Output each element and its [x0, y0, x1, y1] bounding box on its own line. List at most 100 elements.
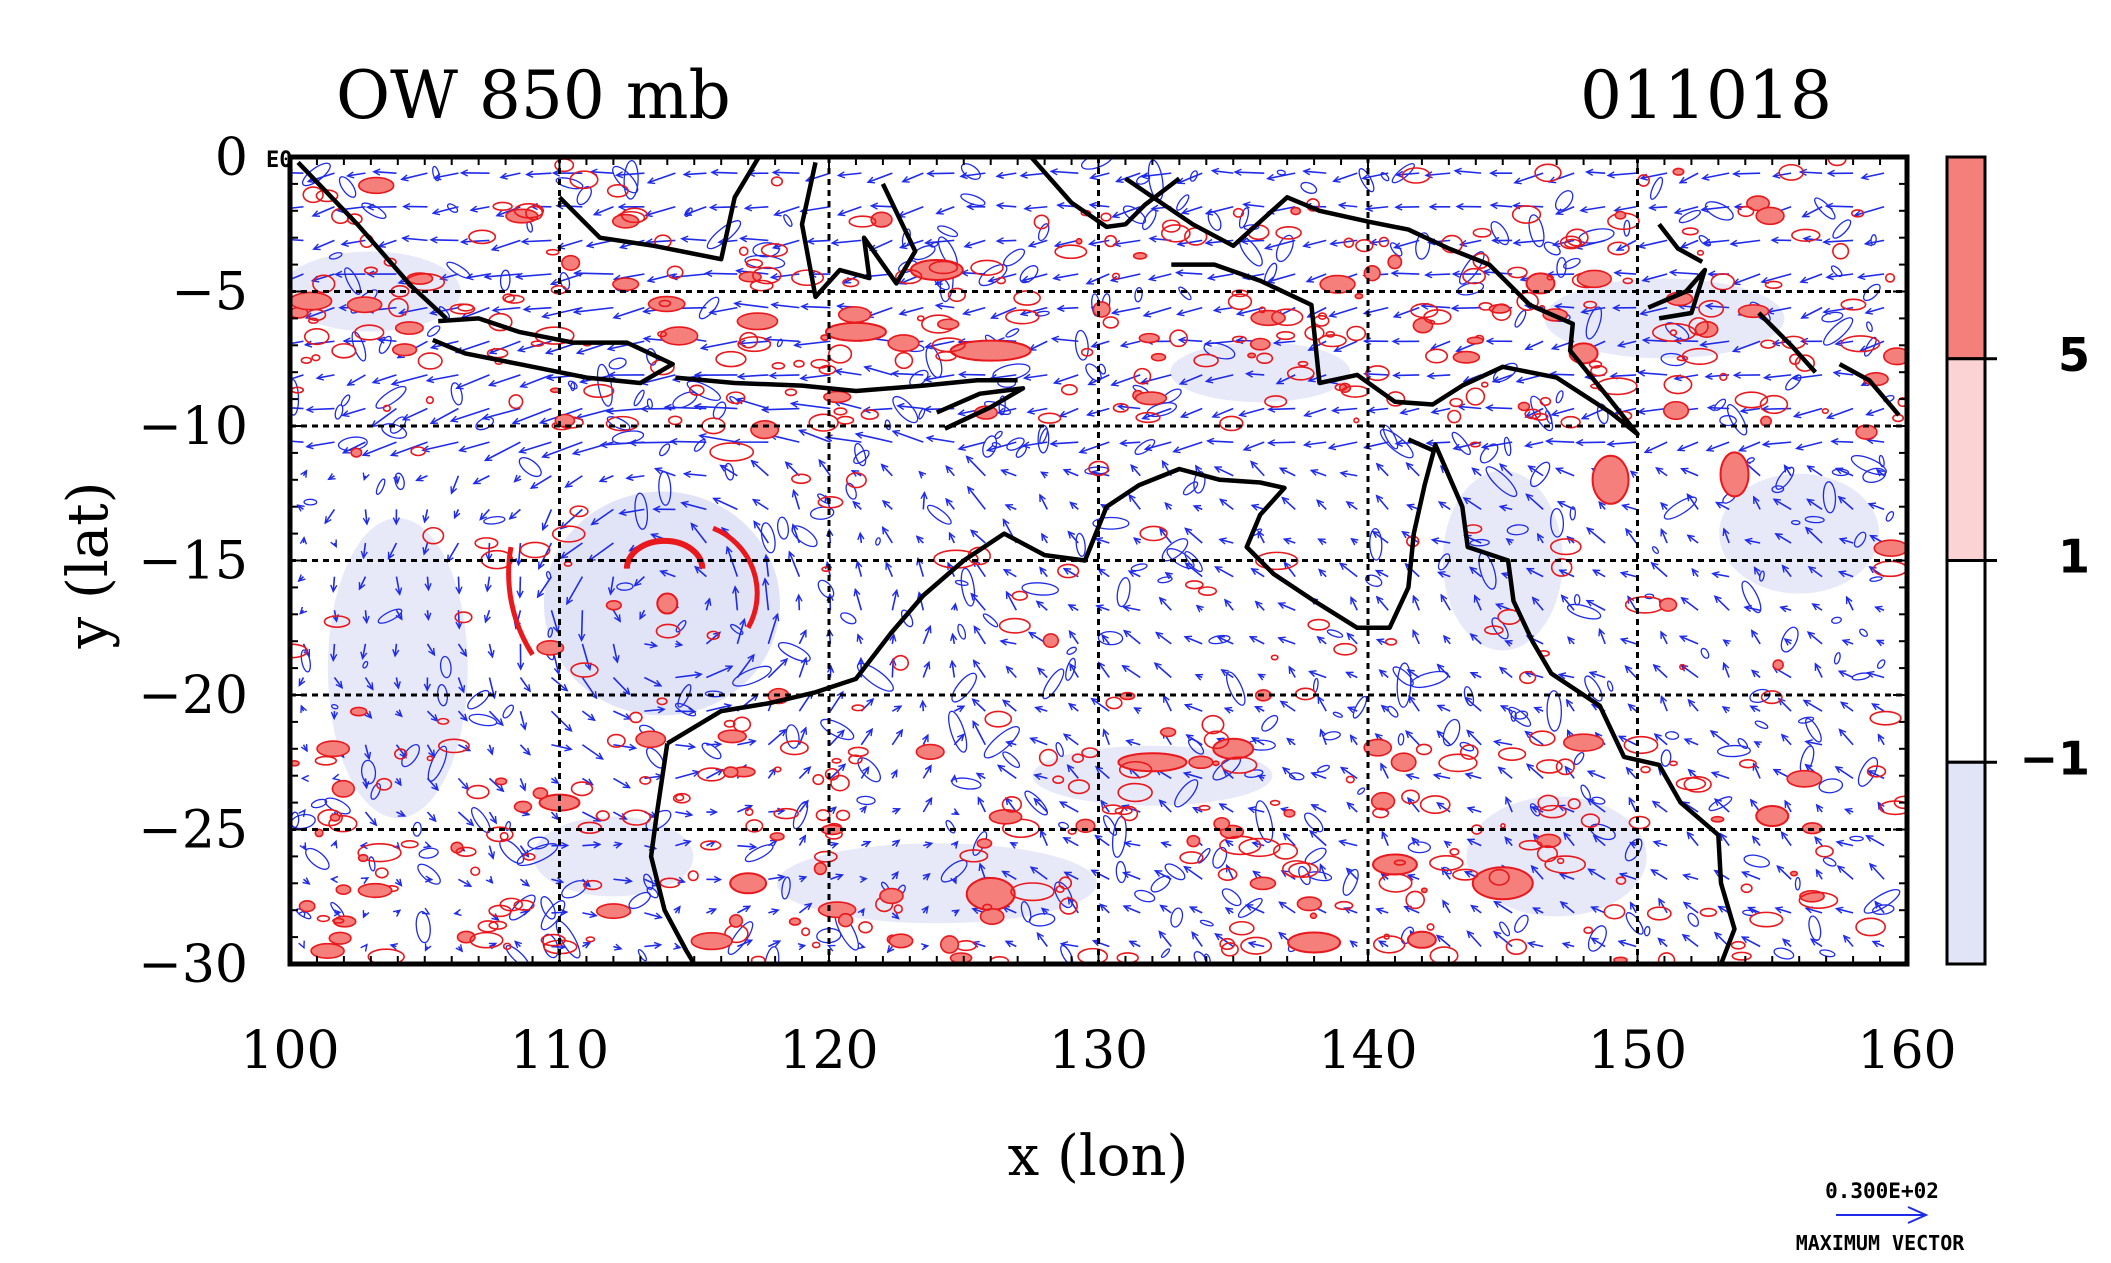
wind-vector-head [1532, 833, 1541, 842]
wind-vector-head [778, 728, 787, 737]
wind-vector-head [1559, 900, 1568, 909]
wind-vector-head [949, 659, 957, 669]
wind-vector [925, 239, 955, 244]
wind-vector-head [1557, 672, 1567, 680]
wind-vector [885, 562, 894, 577]
positive-ow-contour [784, 388, 798, 397]
wind-vector [1061, 942, 1079, 948]
wind-vector-head [1435, 934, 1445, 943]
wind-vector [1006, 666, 1017, 679]
wind-vector [1217, 636, 1234, 645]
negative-ow-contour [817, 579, 835, 599]
wind-vector [644, 912, 662, 919]
colorbar-segment-3 [1945, 760, 1987, 966]
wind-vector-head [402, 202, 411, 211]
x-tick-label-140: 140 [1318, 1021, 1417, 1081]
wind-vector-head [1524, 730, 1533, 739]
wind-vector [1708, 406, 1730, 410]
wind-vector-head [1019, 309, 1029, 317]
positive-ow-contour [354, 324, 385, 341]
wind-vector-head [747, 653, 755, 662]
wind-vector [1525, 441, 1544, 447]
positive-ow-contour [394, 321, 424, 335]
wind-vector [1318, 568, 1327, 578]
wind-vector-head [963, 241, 972, 249]
wind-vector-head [1005, 740, 1014, 748]
wind-vector-head [1679, 241, 1689, 249]
positive-ow-contour [887, 334, 920, 352]
wind-vector [1526, 567, 1544, 578]
wind-vector [798, 766, 811, 779]
wind-vector [1208, 273, 1234, 280]
positive-ow-contour [300, 356, 313, 365]
wind-vector [1214, 466, 1234, 477]
x-tick-label-160: 160 [1857, 1021, 1956, 1081]
wind-vector [1807, 631, 1823, 645]
wind-vector [440, 273, 459, 280]
wind-vector [599, 475, 614, 482]
wind-vector [860, 766, 870, 779]
wind-vector [807, 239, 831, 243]
positive-ow-contour [1384, 638, 1398, 646]
wind-vector-head [1424, 271, 1433, 279]
wind-vector-head [1711, 571, 1720, 579]
wind-vector-head [394, 709, 403, 718]
wind-vector-head [1027, 240, 1037, 248]
x-tick-label-130: 130 [1049, 1021, 1148, 1081]
wind-vector [991, 306, 1017, 319]
positive-ow-contour [949, 952, 973, 964]
wind-vector [1239, 407, 1265, 417]
wind-vector [705, 272, 738, 275]
negative-ow-contour [330, 704, 339, 710]
wind-vector [1219, 538, 1234, 544]
positive-ow-contour [425, 395, 435, 405]
negative-ow-contour [633, 389, 645, 407]
wind-vector [1154, 662, 1172, 679]
wind-vector [479, 508, 491, 521]
wind-vector-head [617, 203, 626, 211]
wind-vector-head [1719, 832, 1728, 841]
wind-vector [1681, 597, 1699, 611]
wind-vector-head [1195, 604, 1204, 613]
negative-ow-contour [1300, 181, 1318, 194]
wind-vector-head [1761, 440, 1771, 448]
coastline-segment [666, 442, 1737, 964]
negative-ow-contour [1442, 866, 1452, 875]
wind-vector-head [1815, 868, 1823, 878]
wind-vector [1243, 203, 1265, 208]
wind-vector-head [395, 587, 403, 596]
wind-vector [1741, 936, 1761, 948]
colorbar-segment-2 [1945, 559, 1987, 764]
wind-vector-head [1606, 171, 1615, 179]
wind-vector [1838, 496, 1854, 510]
wind-vector-head [278, 378, 285, 384]
wind-vector [1455, 169, 1482, 174]
wind-vector [362, 542, 367, 558]
positive-ow-contour [1219, 835, 1262, 856]
wind-vector-head [895, 728, 904, 738]
wind-vector-head [1860, 173, 1869, 181]
wind-vector [921, 701, 925, 712]
wind-vector [918, 592, 925, 611]
positive-ow-contour [332, 917, 345, 924]
wind-vector-head [1257, 673, 1266, 681]
wind-vector-head [1804, 739, 1813, 747]
positive-ow-contour [828, 344, 853, 364]
wind-vector-head [1204, 376, 1214, 384]
wind-vector-head [769, 273, 779, 281]
positive-ow-contour [936, 318, 960, 330]
wind-vector-head [1842, 934, 1851, 943]
wind-vector-head [1213, 466, 1223, 473]
wind-vector [1773, 172, 1792, 178]
wind-vector [1711, 771, 1730, 780]
wind-vector-head [1339, 766, 1349, 774]
wind-vector [718, 239, 738, 243]
wind-vector-head [793, 340, 802, 349]
wind-vector-head [1564, 765, 1573, 774]
negative-ow-contour [1804, 515, 1825, 524]
positive-ow-contour [530, 340, 545, 347]
wind-vector [1748, 906, 1761, 914]
negative-ow-contour [1074, 329, 1089, 361]
wind-vector-head [865, 727, 874, 737]
